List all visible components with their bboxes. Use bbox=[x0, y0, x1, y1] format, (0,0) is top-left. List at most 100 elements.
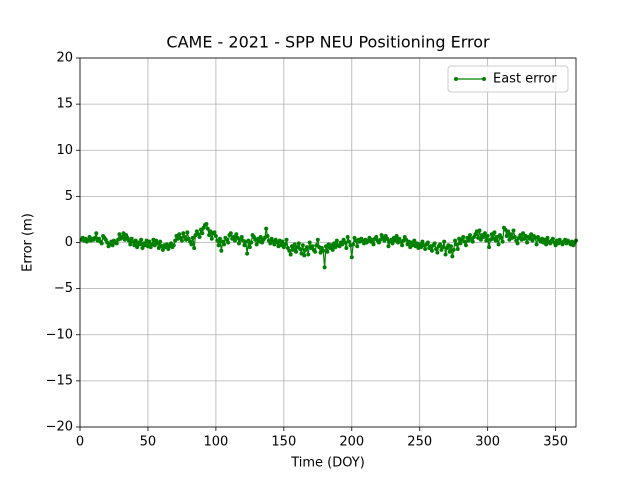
data-point bbox=[284, 237, 289, 242]
data-point bbox=[500, 239, 505, 244]
y-axis-label: Error (m) bbox=[21, 213, 36, 272]
data-point bbox=[511, 228, 516, 233]
data-point bbox=[386, 244, 391, 249]
data-point bbox=[190, 235, 195, 240]
data-point bbox=[477, 228, 482, 233]
data-point bbox=[254, 242, 259, 247]
data-point bbox=[330, 247, 335, 252]
y-tick-label: 15 bbox=[56, 97, 73, 112]
data-point bbox=[171, 243, 176, 248]
data-point bbox=[515, 241, 520, 246]
data-point bbox=[280, 239, 285, 244]
data-point bbox=[432, 241, 437, 246]
data-point bbox=[525, 240, 530, 245]
data-point bbox=[412, 238, 417, 243]
data-point bbox=[247, 245, 252, 250]
data-point bbox=[440, 245, 445, 250]
data-point bbox=[545, 235, 550, 240]
data-point bbox=[425, 240, 430, 245]
data-point bbox=[481, 234, 486, 239]
data-point bbox=[177, 232, 182, 237]
data-point bbox=[521, 231, 526, 236]
data-point bbox=[420, 239, 425, 244]
data-point bbox=[462, 239, 467, 244]
data-point bbox=[294, 249, 299, 254]
data-point bbox=[442, 239, 447, 244]
y-tick-label: −10 bbox=[46, 327, 73, 342]
data-point bbox=[493, 238, 498, 243]
data-point bbox=[92, 235, 97, 240]
data-point bbox=[232, 238, 237, 243]
data-point bbox=[298, 246, 303, 251]
data-point bbox=[344, 246, 349, 251]
data-point bbox=[226, 240, 231, 245]
x-tick-label: 350 bbox=[543, 435, 568, 450]
y-tick-label: 20 bbox=[56, 51, 73, 66]
data-point bbox=[484, 238, 489, 243]
data-point bbox=[114, 241, 119, 246]
data-point bbox=[347, 239, 352, 244]
data-point bbox=[288, 252, 293, 257]
y-tick-label: −5 bbox=[54, 281, 73, 296]
data-point bbox=[217, 236, 222, 241]
y-tick-label: −15 bbox=[46, 373, 73, 388]
x-tick-label: 300 bbox=[475, 435, 500, 450]
x-tick-label: 0 bbox=[76, 435, 84, 450]
data-point bbox=[204, 222, 209, 227]
y-tick-label: 5 bbox=[65, 189, 73, 204]
data-point bbox=[179, 238, 184, 243]
data-point bbox=[496, 242, 501, 247]
data-point bbox=[448, 244, 453, 249]
data-point bbox=[334, 238, 339, 243]
y-tick-label: −20 bbox=[46, 420, 73, 435]
data-point bbox=[307, 240, 312, 245]
data-point bbox=[385, 236, 390, 241]
data-point bbox=[231, 234, 236, 239]
data-point bbox=[197, 234, 202, 239]
legend-box bbox=[447, 65, 569, 93]
data-point bbox=[325, 249, 330, 254]
data-point bbox=[492, 230, 497, 235]
data-point bbox=[455, 246, 460, 251]
data-point bbox=[423, 246, 428, 251]
data-point bbox=[463, 243, 468, 248]
data-point bbox=[287, 248, 292, 253]
data-point bbox=[512, 234, 517, 239]
data-point bbox=[451, 247, 456, 252]
data-point bbox=[394, 234, 399, 239]
data-point bbox=[120, 234, 125, 239]
data-point bbox=[355, 244, 360, 249]
data-point bbox=[128, 242, 133, 247]
data-point bbox=[140, 246, 145, 251]
data-point bbox=[429, 248, 434, 253]
data-point bbox=[185, 230, 190, 235]
data-point bbox=[315, 237, 320, 242]
data-point bbox=[192, 246, 197, 251]
data-point bbox=[245, 251, 250, 256]
data-point bbox=[534, 242, 539, 247]
data-point bbox=[147, 239, 152, 244]
axes-frame bbox=[79, 57, 577, 428]
data-point bbox=[450, 254, 455, 259]
data-point bbox=[390, 241, 395, 246]
data-point bbox=[508, 232, 513, 237]
data-point bbox=[249, 240, 254, 245]
data-point bbox=[99, 241, 104, 246]
y-tick-label: 10 bbox=[56, 143, 73, 158]
data-point bbox=[137, 242, 142, 247]
data-point bbox=[468, 233, 473, 238]
data-point bbox=[458, 241, 463, 246]
data-point bbox=[351, 242, 356, 247]
legend-marker bbox=[454, 77, 458, 81]
data-point bbox=[300, 243, 305, 248]
data-point bbox=[306, 252, 311, 257]
data-point bbox=[222, 242, 227, 247]
data-point bbox=[544, 242, 549, 247]
data-point bbox=[506, 229, 511, 234]
data-point bbox=[447, 249, 452, 254]
data-point bbox=[461, 234, 466, 239]
data-point bbox=[332, 241, 337, 246]
data-point bbox=[434, 246, 439, 251]
data-point bbox=[482, 231, 487, 236]
data-point bbox=[239, 234, 244, 239]
